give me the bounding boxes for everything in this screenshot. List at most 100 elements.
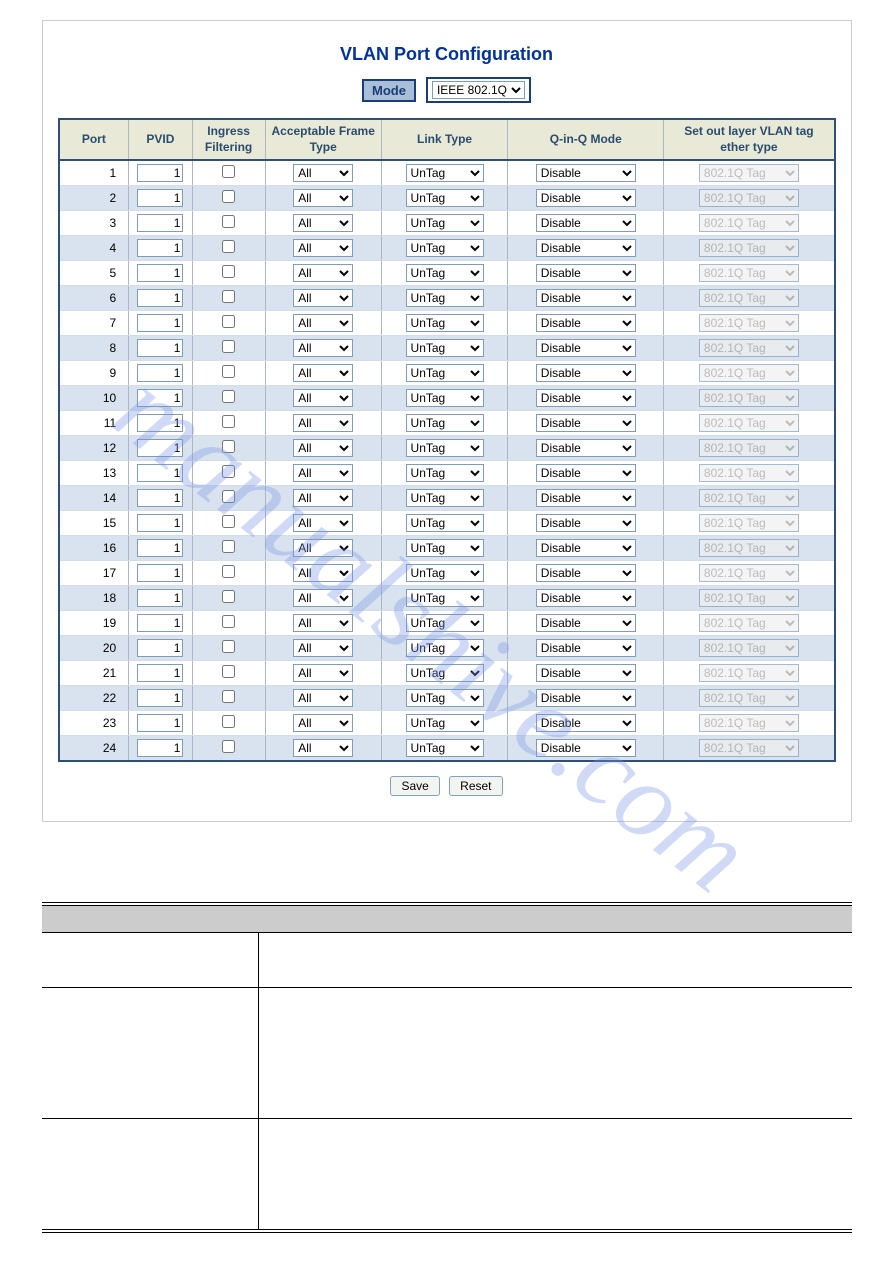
link-type-select[interactable]: UnTag [406, 589, 484, 607]
pvid-input[interactable] [137, 439, 183, 457]
ingress-filtering-checkbox[interactable] [222, 415, 235, 428]
save-button[interactable]: Save [390, 776, 439, 796]
link-type-select[interactable]: UnTag [406, 489, 484, 507]
pvid-input[interactable] [137, 714, 183, 732]
frame-type-select[interactable]: All [293, 389, 353, 407]
ingress-filtering-checkbox[interactable] [222, 190, 235, 203]
link-type-select[interactable]: UnTag [406, 289, 484, 307]
frame-type-select[interactable]: All [293, 339, 353, 357]
pvid-input[interactable] [137, 189, 183, 207]
link-type-select[interactable]: UnTag [406, 664, 484, 682]
pvid-input[interactable] [137, 364, 183, 382]
link-type-select[interactable]: UnTag [406, 364, 484, 382]
ingress-filtering-checkbox[interactable] [222, 690, 235, 703]
link-type-select[interactable]: UnTag [406, 164, 484, 182]
ingress-filtering-checkbox[interactable] [222, 490, 235, 503]
pvid-input[interactable] [137, 639, 183, 657]
ingress-filtering-checkbox[interactable] [222, 265, 235, 278]
qinq-mode-select[interactable]: Disable [536, 539, 636, 557]
ingress-filtering-checkbox[interactable] [222, 315, 235, 328]
qinq-mode-select[interactable]: Disable [536, 314, 636, 332]
frame-type-select[interactable]: All [293, 539, 353, 557]
link-type-select[interactable]: UnTag [406, 189, 484, 207]
frame-type-select[interactable]: All [293, 664, 353, 682]
link-type-select[interactable]: UnTag [406, 514, 484, 532]
link-type-select[interactable]: UnTag [406, 414, 484, 432]
ingress-filtering-checkbox[interactable] [222, 565, 235, 578]
qinq-mode-select[interactable]: Disable [536, 664, 636, 682]
pvid-input[interactable] [137, 314, 183, 332]
qinq-mode-select[interactable]: Disable [536, 714, 636, 732]
qinq-mode-select[interactable]: Disable [536, 489, 636, 507]
qinq-mode-select[interactable]: Disable [536, 589, 636, 607]
link-type-select[interactable]: UnTag [406, 714, 484, 732]
pvid-input[interactable] [137, 689, 183, 707]
qinq-mode-select[interactable]: Disable [536, 739, 636, 757]
ingress-filtering-checkbox[interactable] [222, 515, 235, 528]
frame-type-select[interactable]: All [293, 514, 353, 532]
link-type-select[interactable]: UnTag [406, 464, 484, 482]
ingress-filtering-checkbox[interactable] [222, 465, 235, 478]
qinq-mode-select[interactable]: Disable [536, 214, 636, 232]
frame-type-select[interactable]: All [293, 739, 353, 757]
qinq-mode-select[interactable]: Disable [536, 389, 636, 407]
ingress-filtering-checkbox[interactable] [222, 740, 235, 753]
frame-type-select[interactable]: All [293, 439, 353, 457]
link-type-select[interactable]: UnTag [406, 689, 484, 707]
ingress-filtering-checkbox[interactable] [222, 290, 235, 303]
pvid-input[interactable] [137, 339, 183, 357]
qinq-mode-select[interactable]: Disable [536, 514, 636, 532]
pvid-input[interactable] [137, 464, 183, 482]
pvid-input[interactable] [137, 614, 183, 632]
link-type-select[interactable]: UnTag [406, 739, 484, 757]
frame-type-select[interactable]: All [293, 239, 353, 257]
frame-type-select[interactable]: All [293, 589, 353, 607]
link-type-select[interactable]: UnTag [406, 614, 484, 632]
qinq-mode-select[interactable]: Disable [536, 439, 636, 457]
pvid-input[interactable] [137, 239, 183, 257]
mode-select[interactable]: IEEE 802.1Q [432, 81, 525, 99]
pvid-input[interactable] [137, 264, 183, 282]
qinq-mode-select[interactable]: Disable [536, 264, 636, 282]
ingress-filtering-checkbox[interactable] [222, 365, 235, 378]
pvid-input[interactable] [137, 739, 183, 757]
link-type-select[interactable]: UnTag [406, 439, 484, 457]
pvid-input[interactable] [137, 514, 183, 532]
pvid-input[interactable] [137, 164, 183, 182]
frame-type-select[interactable]: All [293, 564, 353, 582]
link-type-select[interactable]: UnTag [406, 389, 484, 407]
link-type-select[interactable]: UnTag [406, 639, 484, 657]
ingress-filtering-checkbox[interactable] [222, 390, 235, 403]
frame-type-select[interactable]: All [293, 164, 353, 182]
frame-type-select[interactable]: All [293, 714, 353, 732]
link-type-select[interactable]: UnTag [406, 214, 484, 232]
frame-type-select[interactable]: All [293, 489, 353, 507]
ingress-filtering-checkbox[interactable] [222, 215, 235, 228]
qinq-mode-select[interactable]: Disable [536, 289, 636, 307]
frame-type-select[interactable]: All [293, 189, 353, 207]
link-type-select[interactable]: UnTag [406, 314, 484, 332]
frame-type-select[interactable]: All [293, 689, 353, 707]
frame-type-select[interactable]: All [293, 364, 353, 382]
ingress-filtering-checkbox[interactable] [222, 615, 235, 628]
frame-type-select[interactable]: All [293, 214, 353, 232]
pvid-input[interactable] [137, 414, 183, 432]
pvid-input[interactable] [137, 664, 183, 682]
frame-type-select[interactable]: All [293, 614, 353, 632]
ingress-filtering-checkbox[interactable] [222, 340, 235, 353]
pvid-input[interactable] [137, 489, 183, 507]
link-type-select[interactable]: UnTag [406, 339, 484, 357]
pvid-input[interactable] [137, 289, 183, 307]
pvid-input[interactable] [137, 389, 183, 407]
ingress-filtering-checkbox[interactable] [222, 540, 235, 553]
qinq-mode-select[interactable]: Disable [536, 239, 636, 257]
ingress-filtering-checkbox[interactable] [222, 640, 235, 653]
link-type-select[interactable]: UnTag [406, 564, 484, 582]
frame-type-select[interactable]: All [293, 314, 353, 332]
qinq-mode-select[interactable]: Disable [536, 689, 636, 707]
qinq-mode-select[interactable]: Disable [536, 189, 636, 207]
qinq-mode-select[interactable]: Disable [536, 164, 636, 182]
qinq-mode-select[interactable]: Disable [536, 364, 636, 382]
pvid-input[interactable] [137, 589, 183, 607]
ingress-filtering-checkbox[interactable] [222, 240, 235, 253]
